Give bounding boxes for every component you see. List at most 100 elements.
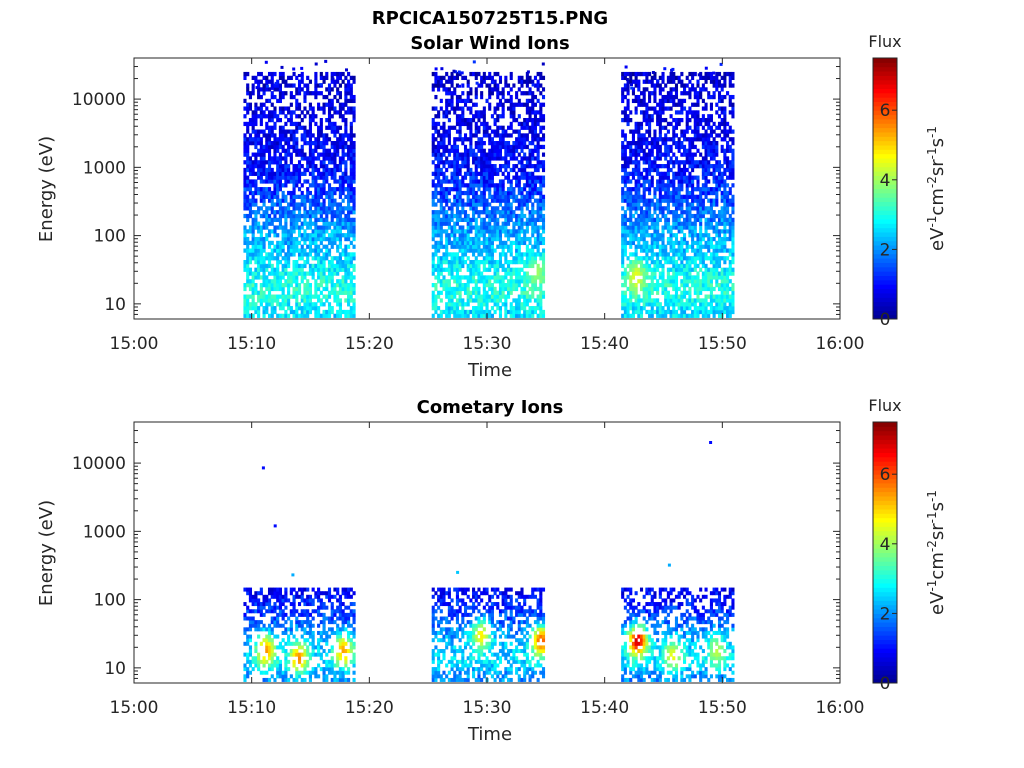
spectrogram-cell xyxy=(442,137,446,142)
spectrogram-cell xyxy=(623,229,627,234)
spectrogram-cell xyxy=(349,279,353,284)
spectrogram-cell xyxy=(437,83,441,88)
spectrogram-cell xyxy=(648,183,652,188)
spectrogram-cell xyxy=(338,313,342,318)
spectrogram-cell xyxy=(488,240,492,246)
spectrogram-cell xyxy=(496,294,500,299)
spectrogram-cell xyxy=(458,213,462,219)
spectrogram-cell xyxy=(504,79,508,84)
spectrogram-cell xyxy=(672,248,676,253)
spectrogram-cell xyxy=(276,286,280,292)
spectrogram-cell xyxy=(539,210,543,215)
spectrogram-cell xyxy=(642,194,646,199)
spectrogram-cell xyxy=(442,259,446,265)
spectrogram-cell xyxy=(349,133,353,138)
spectrogram-cell xyxy=(648,233,652,238)
spectrogram-cell xyxy=(674,125,679,130)
spectrogram-cell xyxy=(688,91,692,96)
spectrogram-cell xyxy=(352,141,356,146)
spectrogram-cell xyxy=(447,221,451,226)
spectrogram-cell xyxy=(259,275,263,280)
spectrogram-cell xyxy=(325,267,329,272)
spectrogram-cell xyxy=(669,298,673,303)
spectrogram-cell xyxy=(439,106,443,111)
spectrogram-cell xyxy=(629,229,633,234)
spectrogram-cell xyxy=(477,248,481,253)
spectrogram-cell xyxy=(683,179,687,184)
spectrogram-cell xyxy=(480,144,484,150)
spectrogram-cell xyxy=(273,160,277,165)
spectrogram-cell xyxy=(482,236,486,242)
spectrogram-cell xyxy=(525,248,529,253)
spectrogram-cell xyxy=(292,190,296,196)
spectrogram-cell xyxy=(458,256,462,261)
spectrogram-cell xyxy=(621,110,625,115)
spectrogram-cell xyxy=(480,279,484,284)
spectrogram-cell xyxy=(631,263,635,269)
spectrogram-cell xyxy=(262,83,266,88)
spectrogram-cell xyxy=(273,275,277,280)
spectrogram-cell xyxy=(450,71,454,77)
spectrogram-cell xyxy=(453,91,457,96)
spectrogram-cell xyxy=(439,210,443,215)
spectrogram-cell xyxy=(656,309,660,315)
spectrogram-cell xyxy=(338,298,342,303)
spectrogram-cell xyxy=(520,217,524,223)
spectrogram-cell xyxy=(273,187,277,192)
spectrogram-cell xyxy=(311,198,315,203)
spectrogram-cell xyxy=(259,160,263,165)
spectrogram-cell xyxy=(278,275,282,280)
spectrogram-cell xyxy=(656,171,660,176)
spectrogram-cell xyxy=(297,91,302,96)
spectrogram-cell xyxy=(450,294,454,299)
spectrogram-cell xyxy=(450,171,454,176)
spectrogram-cell xyxy=(504,244,508,249)
spectrogram-cell xyxy=(431,171,435,176)
spectrogram-cell xyxy=(306,298,310,303)
spectrogram-cell xyxy=(656,183,660,188)
spectrogram-cell xyxy=(461,240,465,246)
spectrogram-cell xyxy=(645,248,649,253)
spectrogram-cell xyxy=(295,202,299,207)
spectrogram-cell xyxy=(490,236,494,242)
spectrogram-cell xyxy=(520,275,524,280)
spectrogram-cell xyxy=(474,102,478,107)
spectrogram-cell xyxy=(466,256,470,261)
spectrogram-cell xyxy=(507,229,511,234)
spectrogram-cell xyxy=(536,160,540,165)
spectrogram-cell xyxy=(490,144,494,150)
spectrogram-cell xyxy=(257,187,261,192)
spectrogram-cell xyxy=(270,83,274,88)
spectrogram-cell xyxy=(482,294,486,299)
spectrogram-cell xyxy=(637,306,641,311)
spectrogram-cell xyxy=(453,160,457,165)
spectrogram-cell xyxy=(688,117,692,123)
spectrogram-cell xyxy=(517,179,521,184)
spectrogram-cell xyxy=(523,164,527,169)
spectrogram-cell xyxy=(645,175,649,180)
spectrogram-cell xyxy=(539,290,543,295)
spectrogram-cell xyxy=(445,179,449,184)
spectrogram-cell xyxy=(677,256,681,261)
spectrogram-cell xyxy=(509,75,513,81)
spectrogram-cell xyxy=(434,217,438,223)
spectrogram-cell xyxy=(439,198,443,203)
spectrogram-cell xyxy=(648,313,652,318)
spectrogram-cell xyxy=(287,294,291,299)
spectrogram-cell xyxy=(466,263,470,269)
spectrogram-cell xyxy=(458,283,462,288)
spectrogram-cell xyxy=(273,306,277,311)
spectrogram-cell xyxy=(276,283,280,288)
spectrogram-cell xyxy=(536,175,540,180)
spectrogram-cell xyxy=(523,175,527,180)
spectrogram-cell xyxy=(292,271,296,276)
spectrogram-cell xyxy=(639,267,644,272)
spectrogram-cell xyxy=(664,187,668,192)
spectrogram-cell xyxy=(338,210,342,215)
spectrogram-cell xyxy=(541,271,546,276)
spectrogram-cell xyxy=(645,213,649,219)
spectrogram-cell xyxy=(517,141,521,146)
spectrogram-cell xyxy=(528,183,532,188)
spectrogram-cell xyxy=(669,248,673,253)
spectrogram-cell xyxy=(685,210,689,215)
